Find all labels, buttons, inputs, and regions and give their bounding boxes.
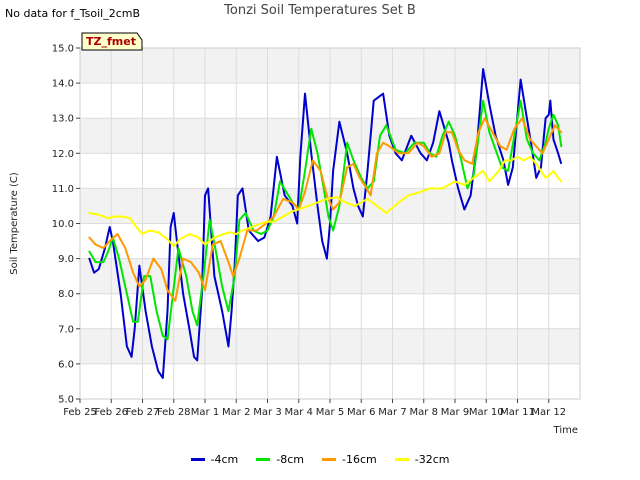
annotation-tz-fmet: TZ_fmet	[81, 32, 143, 51]
legend-item: -32cm	[394, 453, 450, 466]
x-tick-label: Mar 2	[222, 407, 250, 418]
y-tick-label: 8.0	[58, 289, 74, 300]
x-tick-label: Mar 6	[347, 407, 375, 418]
x-tick-label: Mar 9	[441, 407, 469, 418]
x-tick-label: Feb 28	[157, 407, 191, 418]
legend-label: -4cm	[210, 453, 239, 466]
legend-item: -16cm	[322, 453, 377, 466]
y-axis-label: Soil Temperature (C)	[9, 172, 20, 275]
chart-title: Tonzi Soil Temperatures Set B	[224, 3, 416, 18]
legend-item: -4cm	[190, 453, 239, 466]
x-tick-label: Mar 5	[316, 407, 344, 418]
x-axis-label: Time	[553, 425, 578, 436]
legend-swatch	[322, 458, 336, 461]
y-tick-label: 15.0	[52, 44, 74, 55]
y-tick-label: 14.0	[52, 79, 74, 90]
series-line-4cm-end	[539, 99, 563, 168]
annotation-box	[81, 32, 143, 51]
y-tick-label: 9.0	[58, 254, 74, 265]
y-tick-label: 13.0	[52, 114, 74, 125]
legend-label: -8cm	[276, 453, 304, 466]
y-tick-label: 6.0	[58, 359, 74, 370]
x-tick-label: Mar 1	[191, 407, 219, 418]
x-tick-label: Feb 26	[94, 407, 128, 418]
series-line-16cm	[88, 117, 563, 302]
annotation-label: TZ_fmet	[86, 35, 136, 48]
chart-legend: -4cm -8cm -16cm -32cm	[0, 453, 640, 466]
y-tick-label: 10.0	[52, 219, 74, 230]
legend-swatch	[256, 458, 271, 461]
x-tick-label: Mar 11	[500, 407, 535, 418]
x-tick-label: Mar 4	[285, 407, 313, 418]
legend-label: -32cm	[414, 453, 450, 466]
x-tick-label: Mar 8	[410, 407, 438, 418]
x-tick-label: Mar 12	[531, 407, 566, 418]
legend-swatch	[190, 458, 205, 461]
y-tick-label: 5.0	[58, 395, 74, 406]
series-line-4cm	[88, 68, 542, 379]
y-tick-label: 11.0	[52, 184, 74, 195]
x-tick-label: Mar 10	[469, 407, 504, 418]
legend-item: -8cm	[256, 453, 304, 466]
x-tick-label: Feb 27	[126, 407, 160, 418]
y-tick-label: 12.0	[52, 149, 74, 160]
y-tick-label: 7.0	[58, 324, 74, 335]
legend-swatch	[394, 458, 409, 461]
legend-label: -16cm	[342, 453, 377, 466]
x-tick-label: Feb 25	[63, 407, 97, 418]
x-tick-label: Mar 3	[253, 407, 281, 418]
series-line-32cm	[88, 155, 563, 248]
x-tick-label: Mar 7	[378, 407, 406, 418]
no-data-notice: No data for f_Tsoil_2cmB	[5, 7, 141, 20]
